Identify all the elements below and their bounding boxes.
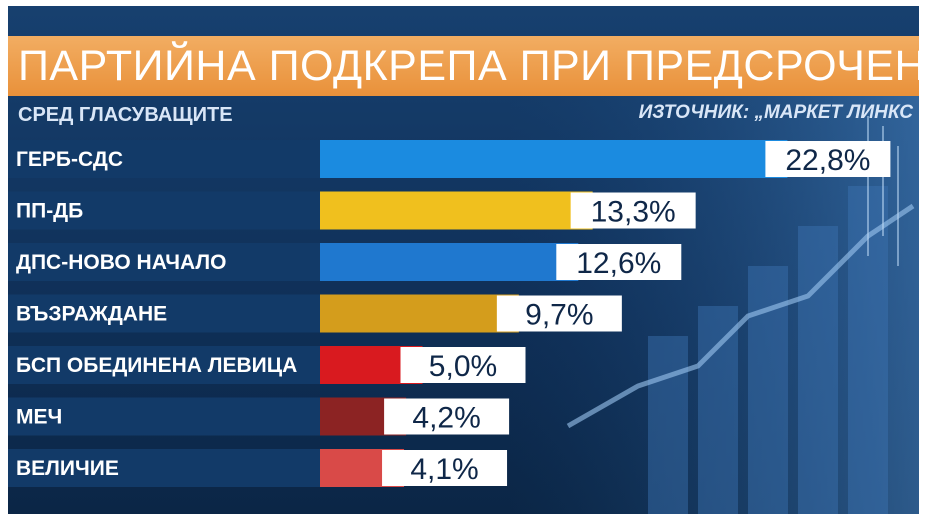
bar-row: МЕЧ 4,2%: [8, 397, 510, 436]
value-label: 22,8%: [785, 144, 870, 177]
category-label-background: [8, 294, 320, 333]
value-label: 4,2%: [412, 402, 480, 435]
bar: [320, 243, 579, 281]
value-label-box: [556, 244, 682, 280]
category-label: БСП ОБЕДИНЕНА ЛЕВИЦА: [16, 354, 297, 377]
category-label-background: [8, 397, 320, 436]
category-label: ПП-ДБ: [16, 200, 83, 223]
value-label: 4,1%: [410, 453, 478, 486]
category-label-background: [8, 449, 320, 487]
bar: [320, 294, 519, 333]
chart-subtitle: СРЕД ГЛАСУВАЩИТЕ: [18, 104, 233, 126]
chart-title: ПАРТИЙНА ПОДКРЕПА ПРИ ПРЕДСРОЧЕН ВОТ: [18, 42, 919, 90]
bar-row: ПП-ДБ 13,3%: [8, 191, 696, 230]
value-label: 9,7%: [525, 299, 593, 332]
bar-row: ГЕРБ-СДС 22,8%: [8, 140, 891, 178]
category-label: ВЪЗРАЖДАНЕ: [16, 303, 167, 326]
category-label: ГЕРБ-СДС: [16, 148, 123, 171]
category-label: ДПС-НОВО НАЧАЛО: [16, 251, 227, 274]
value-label: 5,0%: [429, 350, 497, 383]
value-label-box: [765, 141, 891, 177]
category-label-background: [8, 140, 320, 178]
category-label: МЕЧ: [16, 406, 62, 429]
bar-row: ДПС-НОВО НАЧАЛО 12,6%: [8, 243, 682, 281]
source-label: ИЗТОЧНИК: „МАРКЕТ ЛИНКС: [638, 102, 913, 123]
chart-frame: ПАРТИЙНА ПОДКРЕПА ПРИ ПРЕДСРОЧЕН ВОТ СРЕ…: [8, 6, 919, 514]
bar: [320, 140, 788, 178]
title-band: ПАРТИЙНА ПОДКРЕПА ПРИ ПРЕДСРОЧЕН ВОТ: [8, 36, 919, 96]
bar-row: ВЪЗРАЖДАНЕ 9,7%: [8, 294, 622, 333]
bar-chart: ГЕРБ-СДС 22,8% ПП-ДБ 13,3% ДПС-НОВО НАЧАЛО 12…: [8, 140, 891, 487]
category-label-background: [8, 346, 320, 384]
category-label-background: [8, 191, 320, 230]
category-label: ВЕЛИЧИЕ: [16, 457, 119, 480]
category-label-background: [8, 243, 320, 281]
bar-row: БСП ОБЕДИНЕНА ЛЕВИЦА 5,0%: [8, 346, 526, 384]
bar-row: ВЕЛИЧИЕ 4,1%: [8, 449, 508, 487]
value-label: 12,6%: [576, 247, 661, 280]
value-label-box: [496, 295, 622, 332]
value-label-box: [570, 192, 696, 229]
value-label-box: [384, 398, 510, 435]
bar: [320, 191, 593, 230]
value-label: 13,3%: [591, 196, 676, 229]
value-label-box: [400, 347, 526, 383]
value-label-box: [382, 450, 508, 486]
